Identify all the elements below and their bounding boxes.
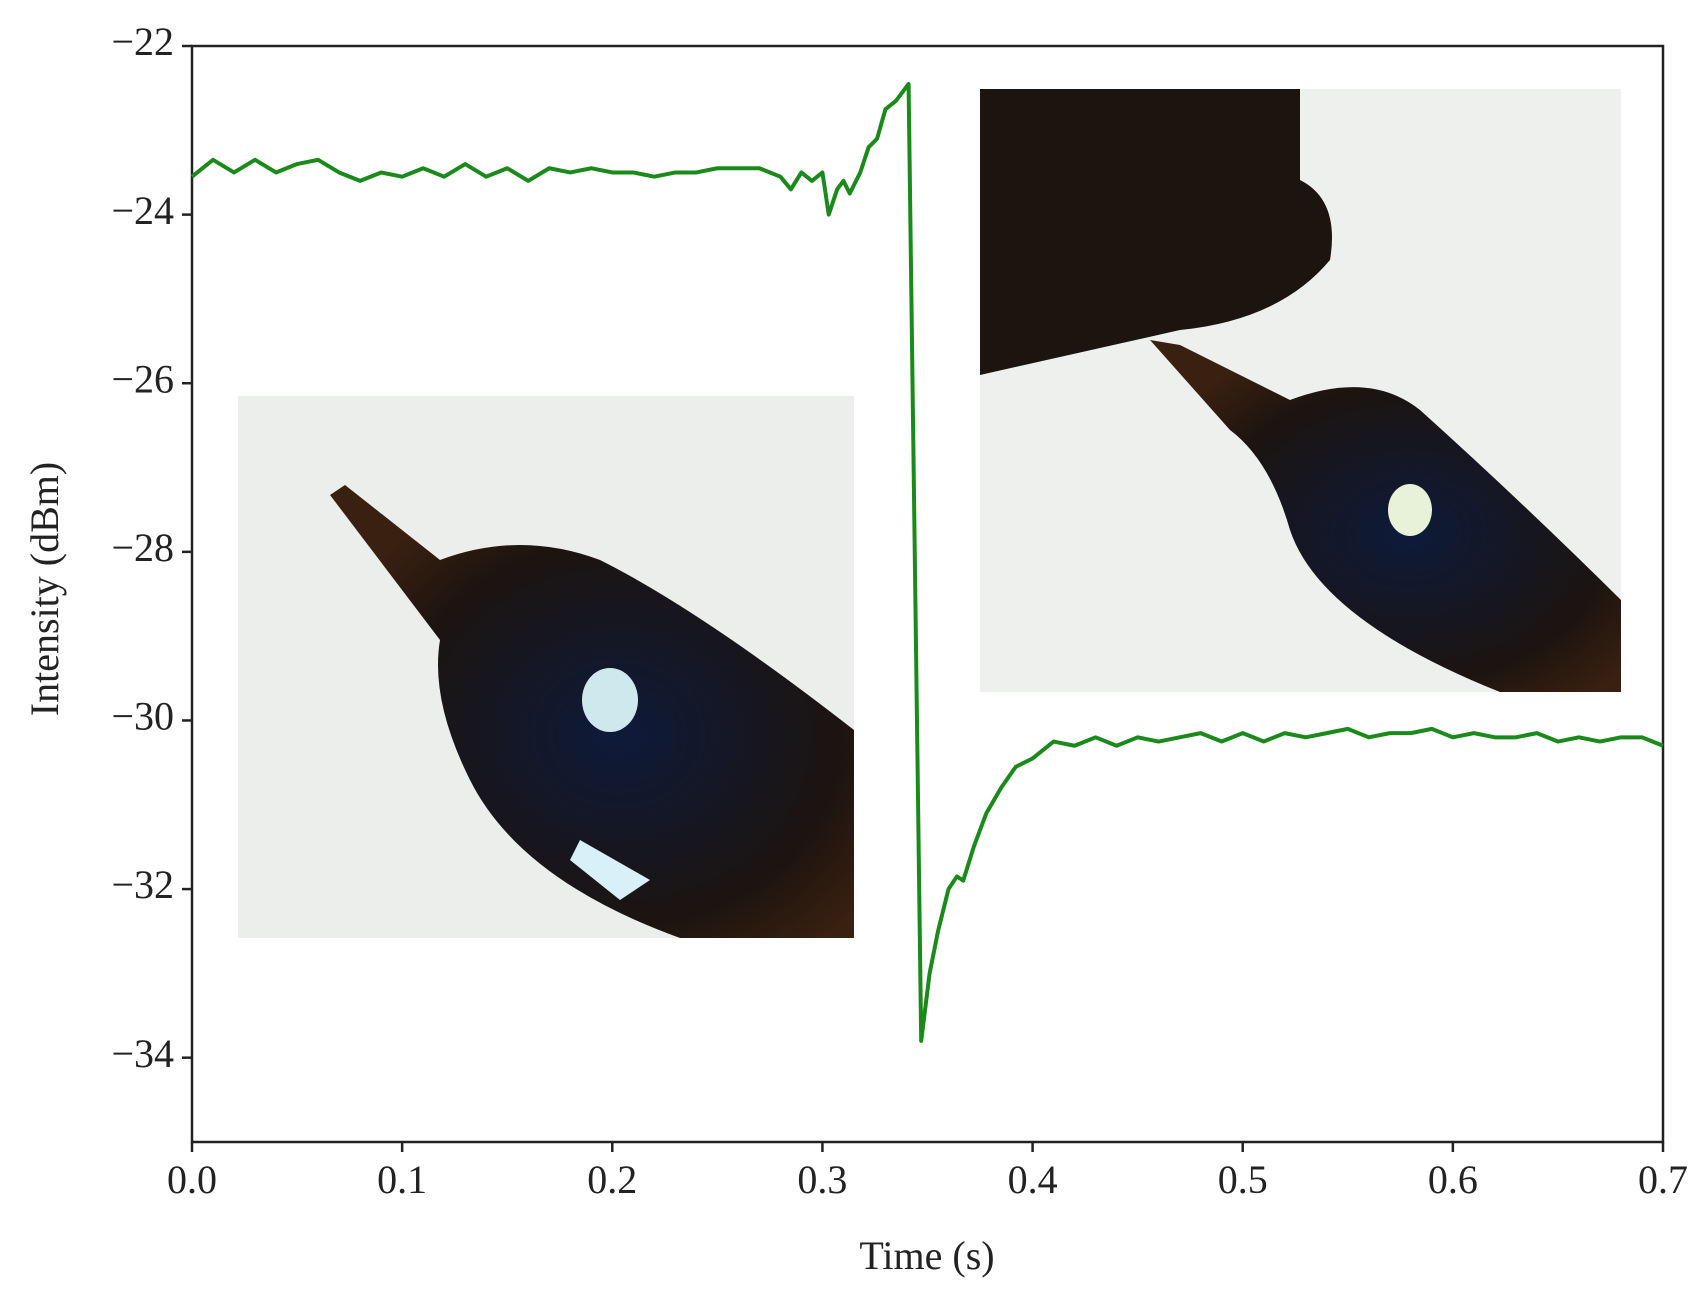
y-tick-label: −32 [111, 862, 174, 907]
y-axis-label: Intensity (dBm) [22, 462, 67, 716]
x-tick-label: 0.7 [1638, 1157, 1688, 1202]
plot-frame [190, 44, 1665, 1144]
y-tick-label: −34 [111, 1031, 174, 1076]
y-tick-label: −22 [111, 19, 174, 64]
inset-right [980, 89, 1621, 692]
x-axis-label: Time (s) [859, 1233, 994, 1278]
x-tick-label: 0.4 [1008, 1157, 1058, 1202]
x-tick-label: 0.2 [587, 1157, 637, 1202]
x-tick-label: 0.1 [377, 1157, 427, 1202]
data-line [190, 81, 1664, 1043]
inset-left [238, 396, 854, 938]
x-tick-label: 0.6 [1428, 1157, 1478, 1202]
y-tick-label: −26 [111, 356, 174, 401]
y-tick-label: −24 [111, 188, 174, 233]
x-tick-label: 0.5 [1218, 1157, 1268, 1202]
x-tick-label: 0.0 [167, 1157, 217, 1202]
y-tick-label: −30 [111, 694, 174, 739]
y-tick-label: −28 [111, 525, 174, 570]
x-tick-label: 0.3 [797, 1157, 847, 1202]
